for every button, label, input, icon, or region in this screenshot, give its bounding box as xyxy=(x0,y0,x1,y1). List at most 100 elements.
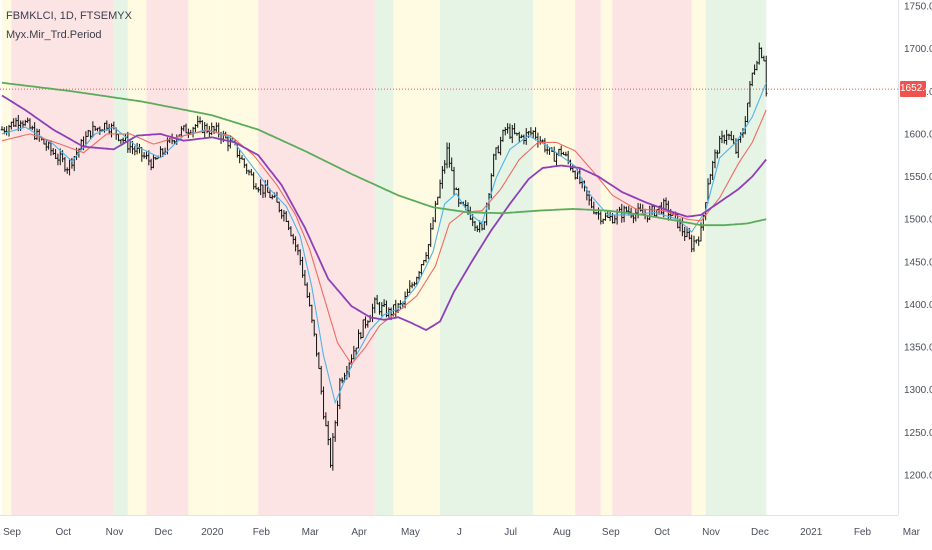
price-bar xyxy=(513,123,516,135)
price-bar xyxy=(96,127,99,132)
time-tick-label: Jul xyxy=(504,527,517,538)
price-bar xyxy=(527,131,530,138)
price-bar xyxy=(441,165,444,189)
price-bar xyxy=(135,142,139,155)
price-bar xyxy=(257,186,260,193)
price-bar xyxy=(569,159,572,171)
price-bar xyxy=(625,206,628,213)
price-bar xyxy=(322,386,325,420)
price-bar xyxy=(329,437,332,468)
price-bar xyxy=(21,120,25,129)
price-bar xyxy=(317,352,321,370)
price-bar xyxy=(215,122,218,132)
time-tick-label: 2021 xyxy=(800,527,823,538)
price-bar xyxy=(121,137,125,144)
time-axis[interactable]: Sep Oct Nov Dec 2020 Feb Mar Apr May J Jul Aug Sep Oc… xyxy=(3,527,921,538)
price-bar xyxy=(438,179,442,199)
price-bar xyxy=(357,329,360,349)
price-bar xyxy=(429,223,432,248)
price-bar xyxy=(296,243,300,256)
price-bar xyxy=(126,131,130,153)
price-bar xyxy=(285,211,288,223)
price-bar xyxy=(408,280,411,293)
price-tick-label: 1400.00 xyxy=(904,300,932,311)
price-bar xyxy=(520,134,523,139)
price-bar xyxy=(529,127,533,136)
price-bar xyxy=(748,81,752,108)
zone-green xyxy=(705,0,767,515)
price-bar xyxy=(427,244,430,260)
price-bar xyxy=(52,148,55,156)
price-axis[interactable]: 1750.001700.001650.001600.001550.001500.… xyxy=(904,2,932,482)
price-bar xyxy=(758,42,761,65)
price-bar xyxy=(100,129,104,131)
price-bar xyxy=(268,188,272,199)
price-bar xyxy=(420,263,423,277)
price-bar xyxy=(727,133,731,140)
price-bar xyxy=(119,139,123,144)
price-bar xyxy=(10,121,13,130)
price-bar xyxy=(443,160,446,174)
zone-red xyxy=(146,0,189,515)
price-tick-label: 1550.00 xyxy=(904,172,932,183)
price-bar xyxy=(31,125,34,131)
price-bar xyxy=(604,212,607,221)
price-bar xyxy=(366,320,370,328)
price-bar xyxy=(294,236,297,252)
price-bar xyxy=(662,198,665,218)
price-bar xyxy=(751,72,754,87)
price-tick-label: 1300.00 xyxy=(904,385,932,396)
price-bar xyxy=(17,115,20,132)
price-bar xyxy=(308,292,311,307)
price-bar xyxy=(47,141,50,150)
time-tick-label: Mar xyxy=(302,527,320,538)
price-bar xyxy=(259,179,262,196)
price-bar xyxy=(45,139,48,151)
last-price-tag: 1652.49 xyxy=(900,81,932,98)
price-bar xyxy=(373,297,376,314)
price-bar xyxy=(436,196,439,205)
price-bar xyxy=(417,270,421,281)
price-bar xyxy=(59,148,62,166)
price-bar xyxy=(506,123,509,134)
price-bar xyxy=(110,123,113,138)
moving-averages xyxy=(1,81,767,405)
price-bar xyxy=(250,168,253,176)
price-bar xyxy=(282,210,286,222)
price-bar xyxy=(697,236,700,246)
price-bar xyxy=(301,256,304,278)
time-tick-label: Apr xyxy=(351,527,367,538)
price-bar xyxy=(26,117,29,123)
price-bar xyxy=(713,149,717,169)
price-bar xyxy=(361,319,365,338)
price-bar xyxy=(406,288,409,297)
time-tick-label: May xyxy=(401,527,420,538)
price-bar xyxy=(145,150,148,160)
price-bar xyxy=(252,171,255,190)
indicator-label[interactable]: Myx.Mir_Trd.Period xyxy=(6,29,102,41)
price-bar xyxy=(327,420,330,446)
price-bar xyxy=(483,221,486,230)
price-bar xyxy=(149,158,153,171)
time-tick-label: Sep xyxy=(602,527,620,538)
price-bar xyxy=(746,102,749,123)
price-bar xyxy=(66,167,69,174)
time-tick-label: Mar xyxy=(903,527,921,538)
price-bar xyxy=(278,201,281,213)
price-bar xyxy=(422,260,425,266)
slow-ma-line xyxy=(1,94,767,332)
price-bar xyxy=(147,150,150,166)
price-bar xyxy=(336,400,339,427)
price-bar xyxy=(56,153,60,166)
price-bar xyxy=(331,432,335,471)
price-bar xyxy=(450,157,453,172)
trend-period-zones xyxy=(2,0,767,515)
symbol-label[interactable]: FBMKLCI, 1D, FTSEMYX xyxy=(6,10,132,22)
zone-red xyxy=(612,0,692,515)
price-bar xyxy=(271,194,274,200)
zone-red xyxy=(575,0,601,515)
zone-green xyxy=(374,0,394,515)
price-bar xyxy=(709,173,712,185)
price-bars xyxy=(0,42,768,471)
